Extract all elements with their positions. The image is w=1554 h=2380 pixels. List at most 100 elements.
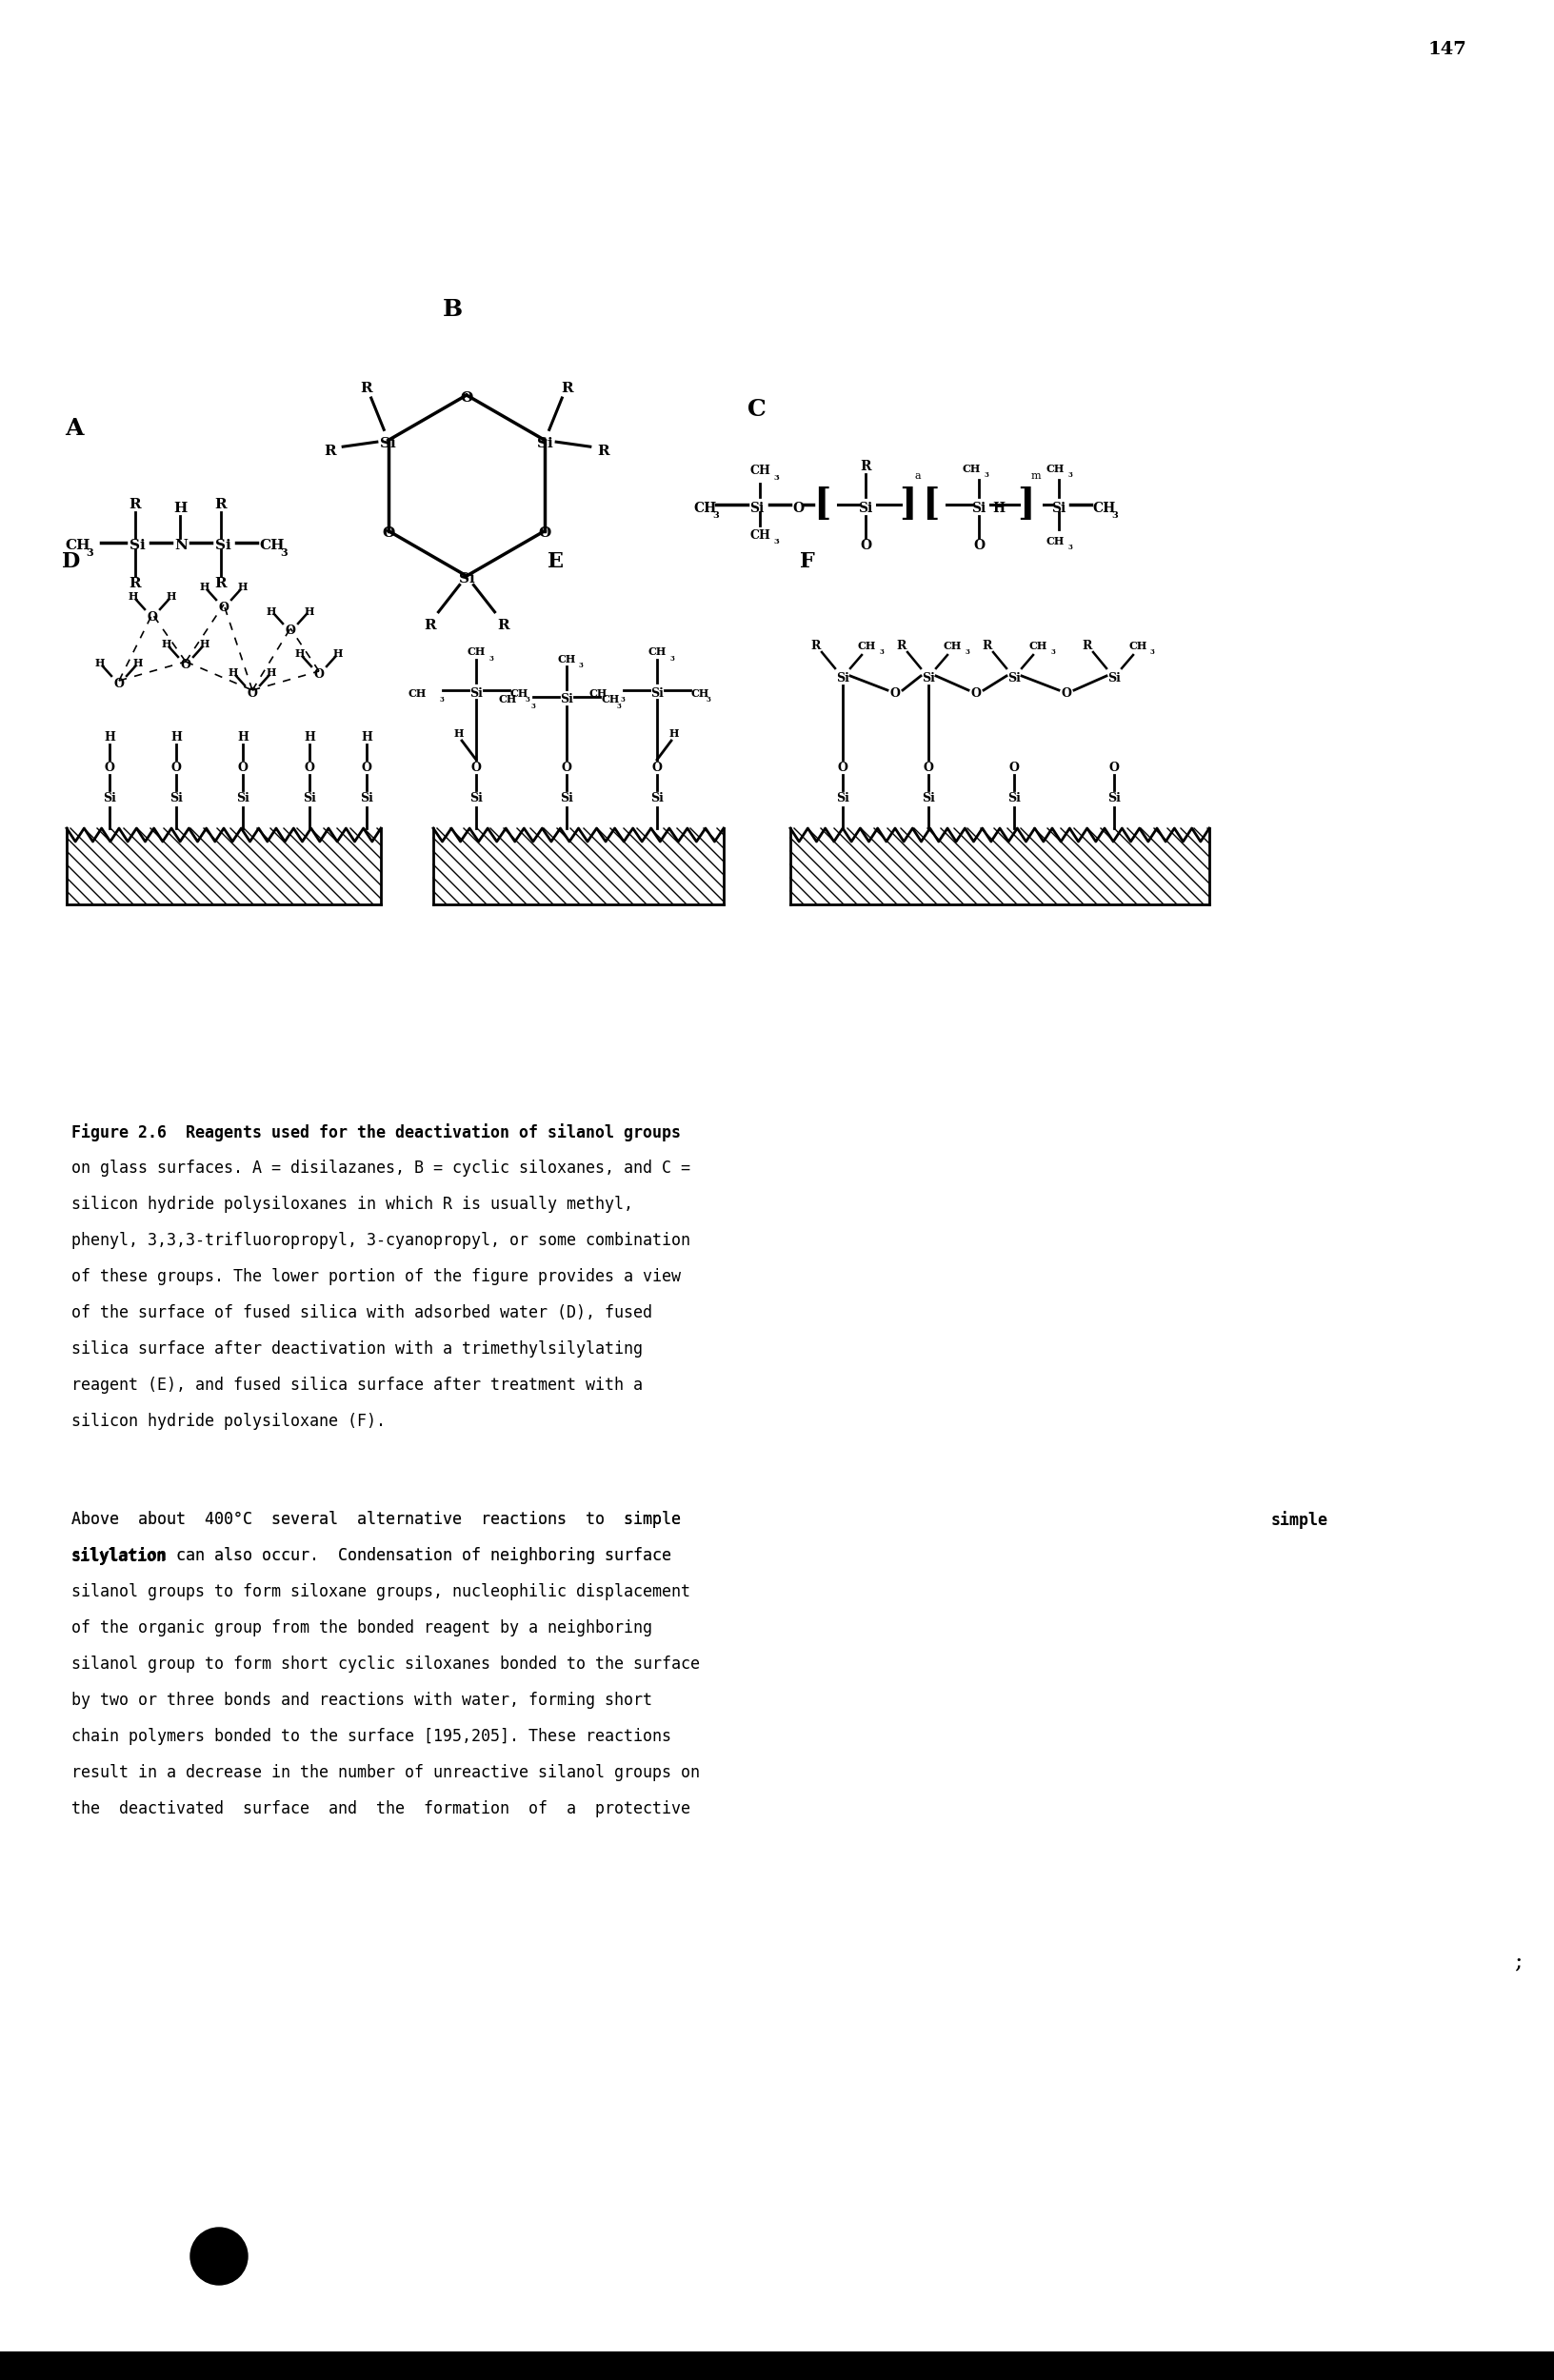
Text: of the surface of fused silica with adsorbed water (D), fused: of the surface of fused silica with adso… <box>71 1304 653 1321</box>
Text: H: H <box>305 731 315 743</box>
Text: H: H <box>305 607 314 616</box>
Text: CH: CH <box>1046 536 1064 545</box>
FancyBboxPatch shape <box>0 2351 1554 2380</box>
Text: A: A <box>65 416 84 440</box>
Text: 3: 3 <box>1069 543 1072 552</box>
Text: by two or three bonds and reactions with water, forming short: by two or three bonds and reactions with… <box>71 1692 653 1709</box>
Text: silanol group to form short cyclic siloxanes bonded to the surface: silanol group to form short cyclic silox… <box>71 1656 699 1673</box>
Text: O: O <box>471 762 482 774</box>
Text: simple: simple <box>1271 1511 1329 1528</box>
Text: Si: Si <box>836 674 850 685</box>
Text: H: H <box>134 659 143 669</box>
Text: Si: Si <box>169 793 183 804</box>
Text: Si: Si <box>559 693 573 707</box>
Text: 3: 3 <box>1111 512 1117 519</box>
Text: CH: CH <box>65 538 90 552</box>
Text: on glass surfaces. A = disilazanes, B = cyclic siloxanes, and C =: on glass surfaces. A = disilazanes, B = … <box>71 1159 690 1176</box>
Text: R: R <box>214 576 227 590</box>
Text: O: O <box>219 602 228 614</box>
Text: CH: CH <box>648 647 667 657</box>
Text: Si: Si <box>651 688 664 700</box>
Text: Si: Si <box>538 436 553 450</box>
Text: O: O <box>305 762 314 774</box>
Text: O: O <box>793 502 803 514</box>
Text: Above  about  400°C  several  alternative  reactions  to: Above about 400°C several alternative re… <box>71 1511 623 1528</box>
Text: O: O <box>314 669 325 681</box>
Text: O: O <box>973 538 985 552</box>
Text: a: a <box>915 471 922 481</box>
Text: ]: ] <box>898 486 917 524</box>
Text: R: R <box>497 619 510 633</box>
Text: 3: 3 <box>622 695 625 704</box>
Text: silylation can also occur.  Condensation of neighboring surface: silylation can also occur. Condensation … <box>71 1547 671 1564</box>
Text: CH: CH <box>589 688 608 697</box>
Text: H: H <box>95 659 106 669</box>
Text: R: R <box>561 381 573 395</box>
Text: O: O <box>539 526 552 540</box>
Text: E: E <box>547 552 564 571</box>
Text: O: O <box>247 688 258 700</box>
Text: silica surface after deactivation with a trimethylsilylating: silica surface after deactivation with a… <box>71 1340 643 1357</box>
Text: CH: CH <box>510 688 528 697</box>
Text: R: R <box>811 640 821 652</box>
Text: O: O <box>1061 688 1072 700</box>
Text: H: H <box>670 728 679 738</box>
Text: [: [ <box>813 486 830 524</box>
Text: O: O <box>104 762 115 774</box>
Text: B: B <box>443 298 463 321</box>
Text: 3: 3 <box>85 547 93 557</box>
Text: R: R <box>214 497 227 512</box>
Text: CH: CH <box>962 464 981 474</box>
Text: CH: CH <box>466 647 485 657</box>
Text: R: R <box>597 445 609 457</box>
Text: 3: 3 <box>440 695 444 704</box>
Text: N: N <box>174 538 188 552</box>
Circle shape <box>191 2228 247 2285</box>
Text: Si: Si <box>922 674 936 685</box>
Text: Si: Si <box>361 793 373 804</box>
Text: O: O <box>1009 762 1019 774</box>
Text: 3: 3 <box>774 538 779 545</box>
Text: ]: ] <box>1016 486 1035 524</box>
Text: H: H <box>228 669 238 678</box>
Text: 3: 3 <box>615 702 620 709</box>
Text: CH: CH <box>1128 640 1147 650</box>
Text: R: R <box>982 640 993 652</box>
Text: CH: CH <box>260 538 284 552</box>
Text: chain polymers bonded to the surface [195,205]. These reactions: chain polymers bonded to the surface [19… <box>71 1728 671 1745</box>
Text: O: O <box>148 612 157 624</box>
Text: the  deactivated  surface  and  the  formation  of  a  protective: the deactivated surface and the formatio… <box>71 1799 690 1818</box>
Text: H: H <box>200 583 210 593</box>
Text: m: m <box>1030 471 1041 481</box>
Text: O: O <box>859 538 872 552</box>
Text: H: H <box>238 731 249 743</box>
Text: 3: 3 <box>670 654 674 662</box>
Text: H: H <box>361 731 373 743</box>
Text: R: R <box>129 497 141 512</box>
Text: R: R <box>859 459 872 474</box>
Text: O: O <box>460 390 472 405</box>
Text: Si: Si <box>1108 674 1120 685</box>
Text: Si: Si <box>922 793 936 804</box>
Text: 3: 3 <box>965 647 970 657</box>
Text: R: R <box>897 640 906 652</box>
Text: of these groups. The lower portion of the figure provides a view: of these groups. The lower portion of th… <box>71 1269 681 1285</box>
Text: R: R <box>361 381 371 395</box>
Text: Si: Si <box>858 502 872 514</box>
Text: O: O <box>561 762 572 774</box>
Text: R: R <box>323 445 336 457</box>
Text: R: R <box>1083 640 1092 652</box>
Text: H: H <box>991 502 1005 514</box>
Text: 3: 3 <box>580 662 583 669</box>
Text: D: D <box>62 552 81 571</box>
Text: [: [ <box>922 486 939 524</box>
Text: Si: Si <box>749 502 765 514</box>
Text: H: H <box>104 731 115 743</box>
Text: Si: Si <box>469 793 483 804</box>
Text: CH: CH <box>1046 464 1064 474</box>
Text: O: O <box>923 762 934 774</box>
Text: Si: Si <box>469 688 483 700</box>
Text: O: O <box>971 688 981 700</box>
Text: CH: CH <box>1029 640 1047 650</box>
Text: CH: CH <box>692 688 710 697</box>
